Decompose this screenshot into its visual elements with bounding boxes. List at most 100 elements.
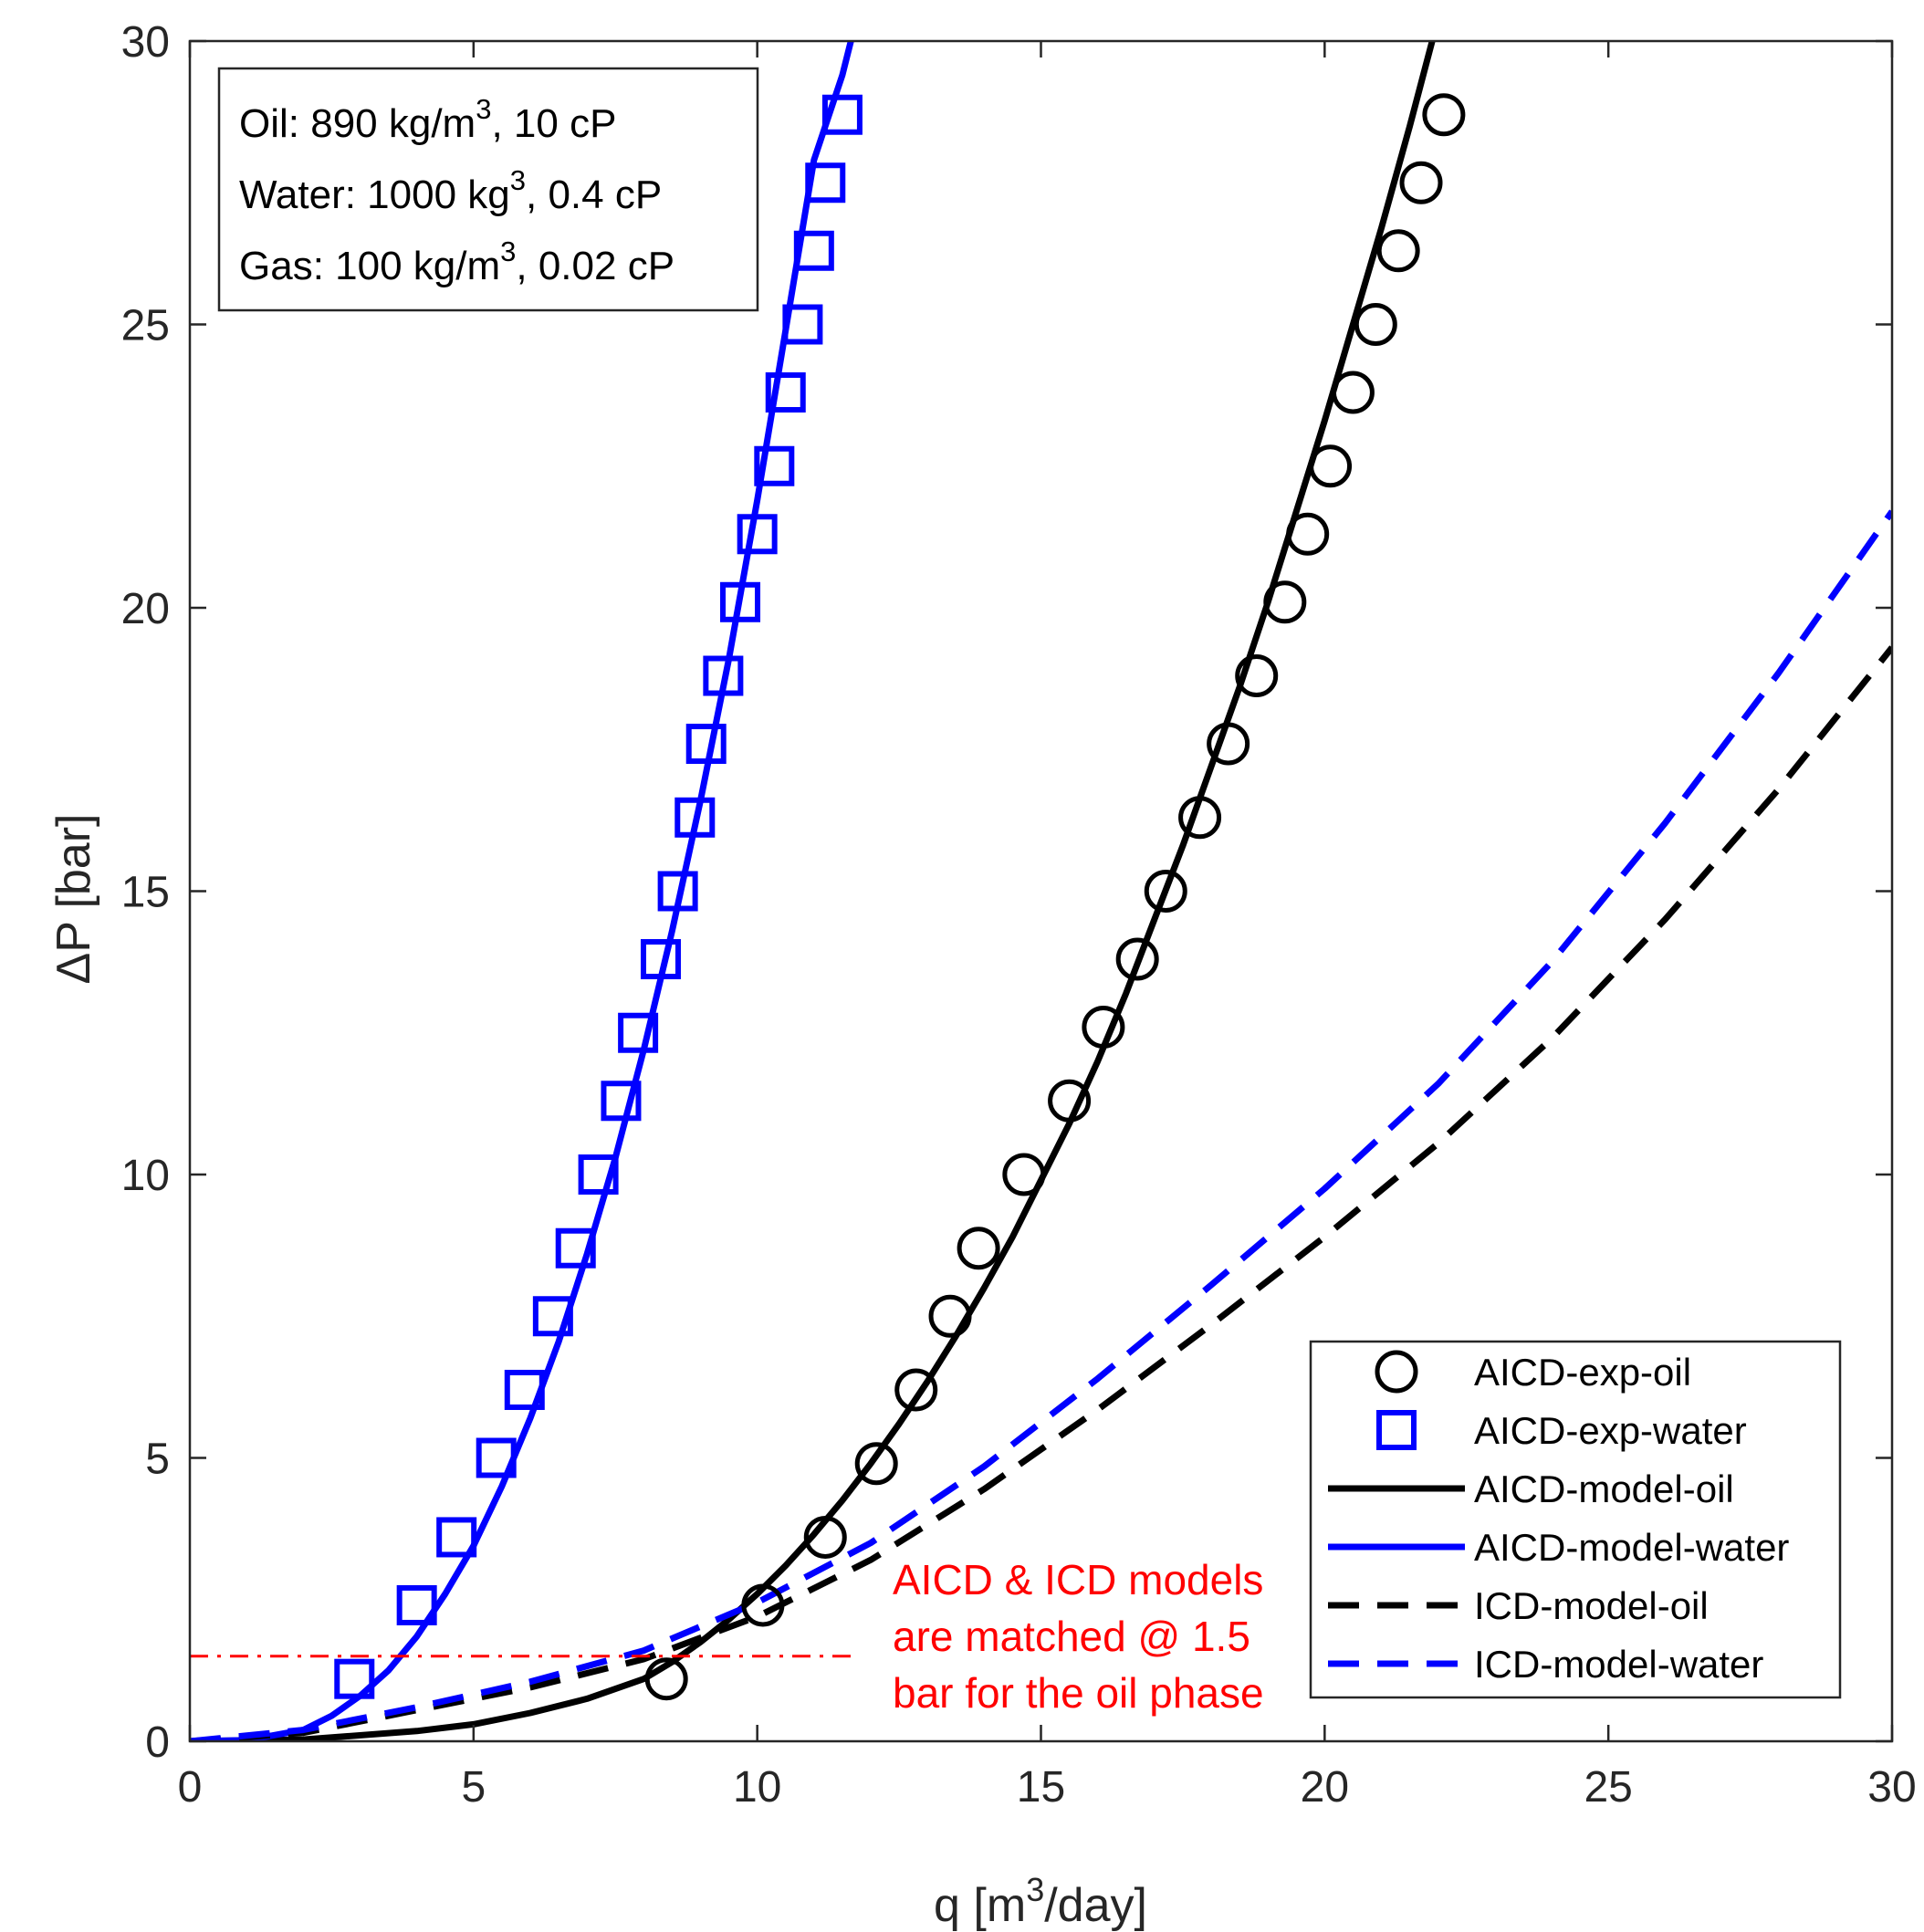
match-note-line-2: are matched @ 1.5 bbox=[893, 1613, 1250, 1660]
properties-water-suffix: , 0.4 cP bbox=[526, 172, 662, 217]
legend-symbols bbox=[1328, 1350, 1465, 1667]
x-axis-label-prefix: q [m bbox=[934, 1879, 1026, 1932]
aicd-exp-oil-point bbox=[1002, 1153, 1046, 1196]
icd-model-oil-line bbox=[190, 645, 1892, 1741]
aicd-exp-water-point bbox=[720, 581, 761, 622]
legend-label-aicd-model-water: AICD-model-water bbox=[1474, 1526, 1789, 1569]
aicd-exp-oil-point bbox=[1115, 937, 1159, 981]
aicd-exp-oil-point bbox=[1048, 1079, 1092, 1123]
aicd-exp-water-point bbox=[618, 1012, 659, 1053]
aicd-exp-water-point bbox=[737, 514, 778, 555]
y-tick-label: 5 bbox=[145, 1436, 170, 1484]
aicd-exp-oil-point bbox=[1082, 1006, 1125, 1050]
y-tick-label: 15 bbox=[121, 869, 170, 917]
legend: AICD-exp-oil AICD-exp-water AICD-model-o… bbox=[1309, 1340, 1842, 1699]
aicd-exp-oil-point bbox=[1376, 229, 1420, 273]
x-axis-label-sup: 3 bbox=[1026, 1871, 1044, 1908]
x-axis-label: q [m3/day] bbox=[934, 1871, 1147, 1932]
properties-oil-prefix: Oil: 890 kg/m bbox=[239, 101, 476, 146]
aicd-exp-oil-point bbox=[1235, 654, 1279, 698]
properties-box: Oil: 890 kg/m3, 10 cP Water: 1000 kg3, 0… bbox=[217, 67, 759, 312]
aicd-exp-oil-point bbox=[1422, 93, 1466, 137]
x-tick-label: 30 bbox=[1867, 1763, 1916, 1812]
aicd-exp-oil-point bbox=[1286, 512, 1330, 556]
plot-markers bbox=[334, 93, 1466, 1701]
aicd-model-water-line bbox=[190, 41, 854, 1741]
legend-label-aicd-exp-oil: AICD-exp-oil bbox=[1474, 1351, 1691, 1394]
properties-box-frame bbox=[217, 67, 759, 312]
x-tick-label: 10 bbox=[733, 1763, 781, 1812]
aicd-exp-water-point bbox=[504, 1369, 545, 1410]
aicd-exp-oil-point bbox=[957, 1227, 1000, 1270]
legend-label-aicd-exp-water: AICD-exp-water bbox=[1474, 1409, 1747, 1452]
aicd-exp-oil-point bbox=[741, 1583, 785, 1627]
aicd-exp-oil-point bbox=[894, 1368, 938, 1412]
x-tick-label: 25 bbox=[1584, 1763, 1632, 1812]
aicd-exp-water-point bbox=[685, 724, 727, 765]
y-tick-label: 10 bbox=[121, 1152, 170, 1200]
x-tick-label: 0 bbox=[178, 1763, 203, 1812]
properties-oil: Oil: 890 kg/m3, 10 cP bbox=[239, 93, 616, 146]
legend-symbol-aicd-exp-water bbox=[1376, 1410, 1417, 1450]
y-tick-label: 20 bbox=[121, 585, 170, 633]
match-note-line-1: AICD & ICD models bbox=[893, 1556, 1263, 1603]
aicd-exp-water-point bbox=[436, 1517, 477, 1558]
aicd-exp-oil-point bbox=[644, 1657, 688, 1701]
x-tick-label: 20 bbox=[1301, 1763, 1349, 1812]
ticks bbox=[188, 39, 1894, 1743]
match-note: AICD & ICD models are matched @ 1.5 bar … bbox=[893, 1556, 1264, 1717]
x-tick-label: 15 bbox=[1017, 1763, 1065, 1812]
x-tick-label: 5 bbox=[461, 1763, 486, 1812]
aicd-exp-water-point bbox=[793, 230, 834, 271]
legend-label-icd-model-water: ICD-model-water bbox=[1474, 1643, 1763, 1686]
aicd-exp-water-point bbox=[532, 1296, 573, 1337]
icd-model-water-line bbox=[190, 509, 1892, 1741]
aicd-exp-water-point bbox=[782, 304, 823, 345]
aicd-exp-water-point bbox=[821, 94, 863, 135]
properties-water: Water: 1000 kg3, 0.4 cP bbox=[239, 164, 662, 217]
aicd-exp-water-point bbox=[674, 797, 716, 838]
aicd-exp-oil-point bbox=[1331, 371, 1375, 414]
aicd-exp-water-point bbox=[640, 939, 681, 980]
y-tick-label: 25 bbox=[121, 302, 170, 350]
tick-labels: 0 5 10 15 20 25 30 0 5 10 15 20 25 30 bbox=[121, 18, 1917, 1812]
aicd-exp-oil-point bbox=[1354, 303, 1397, 346]
legend-label-aicd-model-oil: AICD-model-oil bbox=[1474, 1467, 1734, 1510]
properties-water-prefix: Water: 1000 kg bbox=[239, 172, 510, 217]
aicd-exp-water-point bbox=[555, 1227, 596, 1269]
y-tick-label: 30 bbox=[121, 18, 170, 67]
aicd-exp-oil-point bbox=[1399, 161, 1443, 204]
aicd-exp-water-point bbox=[601, 1081, 642, 1122]
aicd-exp-oil-point bbox=[1207, 722, 1250, 766]
match-note-line-3: bar for the oil phase bbox=[893, 1669, 1264, 1717]
aicd-exp-water-point bbox=[657, 871, 698, 912]
properties-water-sup: 3 bbox=[510, 164, 526, 196]
aicd-exp-oil-point bbox=[928, 1294, 972, 1338]
legend-symbol-aicd-exp-oil bbox=[1375, 1350, 1418, 1394]
aicd-exp-water-point bbox=[754, 445, 795, 486]
legend-label-icd-model-oil: ICD-model-oil bbox=[1474, 1584, 1709, 1627]
aicd-exp-water-point bbox=[805, 162, 846, 204]
properties-gas: Gas: 100 kg/m3, 0.02 cP bbox=[239, 235, 674, 288]
aicd-exp-oil-point bbox=[1309, 444, 1353, 488]
aicd-exp-water-point bbox=[476, 1437, 517, 1478]
aicd-exp-water-point bbox=[578, 1154, 619, 1195]
aicd-exp-water-point bbox=[703, 655, 744, 696]
aicd-exp-water-point bbox=[396, 1584, 437, 1625]
aicd-exp-oil-point bbox=[1263, 580, 1307, 624]
x-axis-label-suffix: /day] bbox=[1044, 1879, 1147, 1932]
properties-gas-suffix: , 0.02 cP bbox=[516, 244, 674, 288]
properties-oil-suffix: , 10 cP bbox=[491, 101, 616, 146]
y-axis-label: ΔP [bar] bbox=[47, 814, 100, 985]
aicd-exp-oil-point bbox=[854, 1442, 898, 1486]
aicd-exp-water-point bbox=[765, 372, 806, 413]
legend-frame bbox=[1309, 1340, 1842, 1699]
properties-oil-sup: 3 bbox=[476, 93, 491, 125]
aicd-exp-oil-point bbox=[1144, 870, 1187, 913]
aicd-exp-oil-point bbox=[803, 1515, 847, 1559]
aicd-exp-oil-point bbox=[1178, 796, 1222, 840]
properties-gas-prefix: Gas: 100 kg/m bbox=[239, 244, 500, 288]
aicd-exp-water-point bbox=[334, 1658, 375, 1699]
y-tick-label: 0 bbox=[145, 1718, 170, 1767]
